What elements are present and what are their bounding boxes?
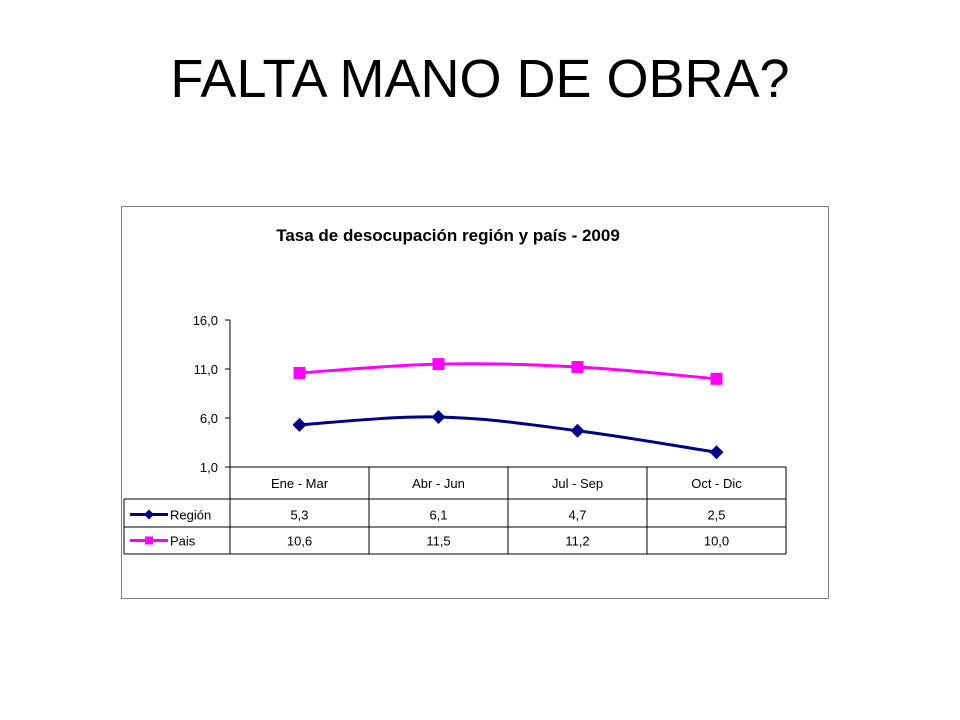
chart-title: Tasa de desocupación región y país - 200…	[276, 226, 620, 245]
legend-series-name: Región	[170, 508, 211, 523]
legend-key-marker	[145, 536, 153, 545]
category-label: Oct - Dic	[691, 476, 742, 491]
data-point-marker	[709, 445, 724, 460]
legend-series-name: Pais	[170, 534, 196, 549]
y-tick-label: 11,0	[194, 362, 218, 377]
series-lines	[292, 358, 724, 460]
y-axis: 16,0 11,0 6,0 1,0	[193, 313, 231, 475]
data-point-marker	[293, 366, 306, 379]
category-label: Abr - Jun	[412, 476, 465, 491]
line-chart: Tasa de desocupación región y país - 200…	[123, 226, 787, 555]
data-table: Ene - Mar Abr - Jun Jul - Sep Oct - Dic Regi…	[123, 466, 787, 555]
data-table-cell: 2,5	[707, 508, 725, 523]
data-table-cell: 10,0	[704, 534, 729, 549]
category-label: Ene - Mar	[271, 476, 329, 491]
series-line	[299, 415, 717, 454]
legend-key-marker	[144, 509, 154, 520]
series-line	[299, 362, 717, 381]
data-point-marker	[432, 358, 445, 371]
data-table-cell: 4,7	[568, 508, 586, 523]
data-point-marker	[571, 361, 584, 374]
data-point-marker	[431, 410, 446, 425]
data-table-cell: 11,2	[565, 534, 589, 549]
data-point-marker	[710, 372, 723, 385]
data-point-marker	[570, 423, 585, 438]
y-tick-label: 1,0	[200, 460, 218, 475]
y-tick-label: 6,0	[200, 411, 218, 426]
slide-title: FALTA MANO DE OBRA?	[170, 49, 790, 109]
data-table-cell: 11,5	[426, 534, 450, 549]
data-table-cell: 5,3	[290, 508, 308, 523]
data-table-cell: 10,6	[287, 534, 312, 549]
chart-frame: Tasa de desocupación región y país - 200…	[121, 206, 829, 599]
category-label: Jul - Sep	[552, 476, 603, 491]
y-tick-label: 16,0	[193, 313, 218, 328]
data-point-marker	[292, 417, 307, 432]
data-table-cell: 6,1	[429, 508, 447, 523]
